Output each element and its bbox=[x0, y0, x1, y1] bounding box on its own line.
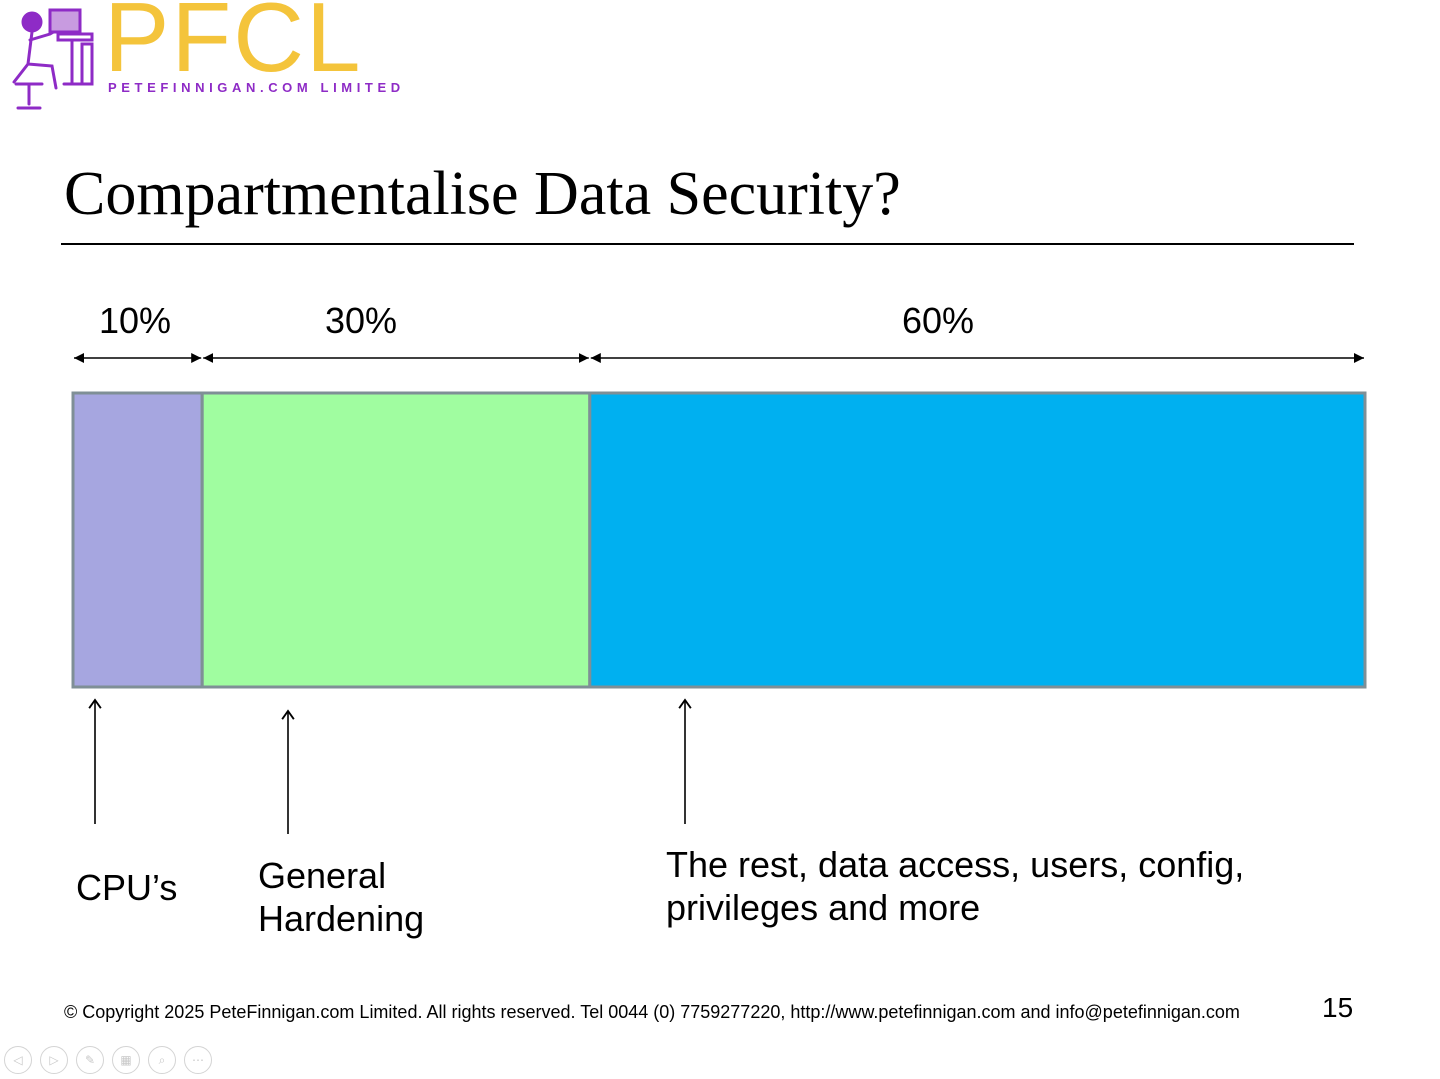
slide-number: 15 bbox=[1322, 992, 1354, 1023]
logo-tagline: PETEFINNIGAN.COM LIMITED bbox=[108, 80, 405, 95]
footer-copyright: © Copyright 2025 PeteFinnigan.com Limite… bbox=[64, 1002, 1240, 1022]
segment-rest bbox=[588, 391, 1367, 689]
slideshow-controls: ◁ ▷ ✎ ▦ ⌕ ⋯ bbox=[4, 1046, 212, 1074]
caption-rest: The rest, data access, users, config, pr… bbox=[666, 843, 1244, 929]
pen-tool-button[interactable]: ✎ bbox=[76, 1046, 104, 1074]
segment-hardening bbox=[200, 391, 592, 689]
percent-label-hardening: 30% bbox=[325, 300, 398, 341]
caption-hardening-line-2: Hardening bbox=[258, 898, 425, 939]
logo-wordmark: PFCL bbox=[104, 0, 363, 92]
pointer-arrows bbox=[88, 698, 692, 834]
zoom-button[interactable]: ⌕ bbox=[148, 1046, 176, 1074]
slides-grid-icon: ▦ bbox=[120, 1053, 132, 1067]
percent-label-rest: 60% bbox=[902, 300, 975, 341]
pen-icon: ✎ bbox=[84, 1053, 96, 1067]
title-underline bbox=[61, 243, 1354, 245]
arrow-left-icon: ◁ bbox=[13, 1053, 23, 1067]
segment-bar bbox=[71, 391, 1367, 689]
person-at-computer-icon bbox=[12, 8, 94, 110]
magnifier-icon: ⌕ bbox=[158, 1052, 166, 1067]
percent-label-cpu: 10% bbox=[99, 300, 172, 341]
more-options-button[interactable]: ⋯ bbox=[184, 1046, 212, 1074]
caption-rest-line-2: privileges and more bbox=[666, 887, 981, 928]
arrow-right-icon: ▷ bbox=[49, 1053, 59, 1067]
previous-slide-button[interactable]: ◁ bbox=[4, 1046, 32, 1074]
caption-cpu-line: CPU’s bbox=[76, 867, 178, 908]
caption-hardening: General Hardening bbox=[258, 854, 424, 940]
caption-rest-line-1: The rest, data access, users, config, bbox=[666, 844, 1245, 885]
segment-cpu bbox=[71, 391, 204, 689]
slide-title: Compartmentalise Data Security? bbox=[64, 160, 901, 228]
caption-cpu: CPU’s bbox=[76, 866, 177, 909]
see-all-slides-button[interactable]: ▦ bbox=[112, 1046, 140, 1074]
caption-hardening-line-1: General bbox=[258, 855, 387, 896]
next-slide-button[interactable]: ▷ bbox=[40, 1046, 68, 1074]
more-dots-icon: ⋯ bbox=[192, 1053, 204, 1067]
